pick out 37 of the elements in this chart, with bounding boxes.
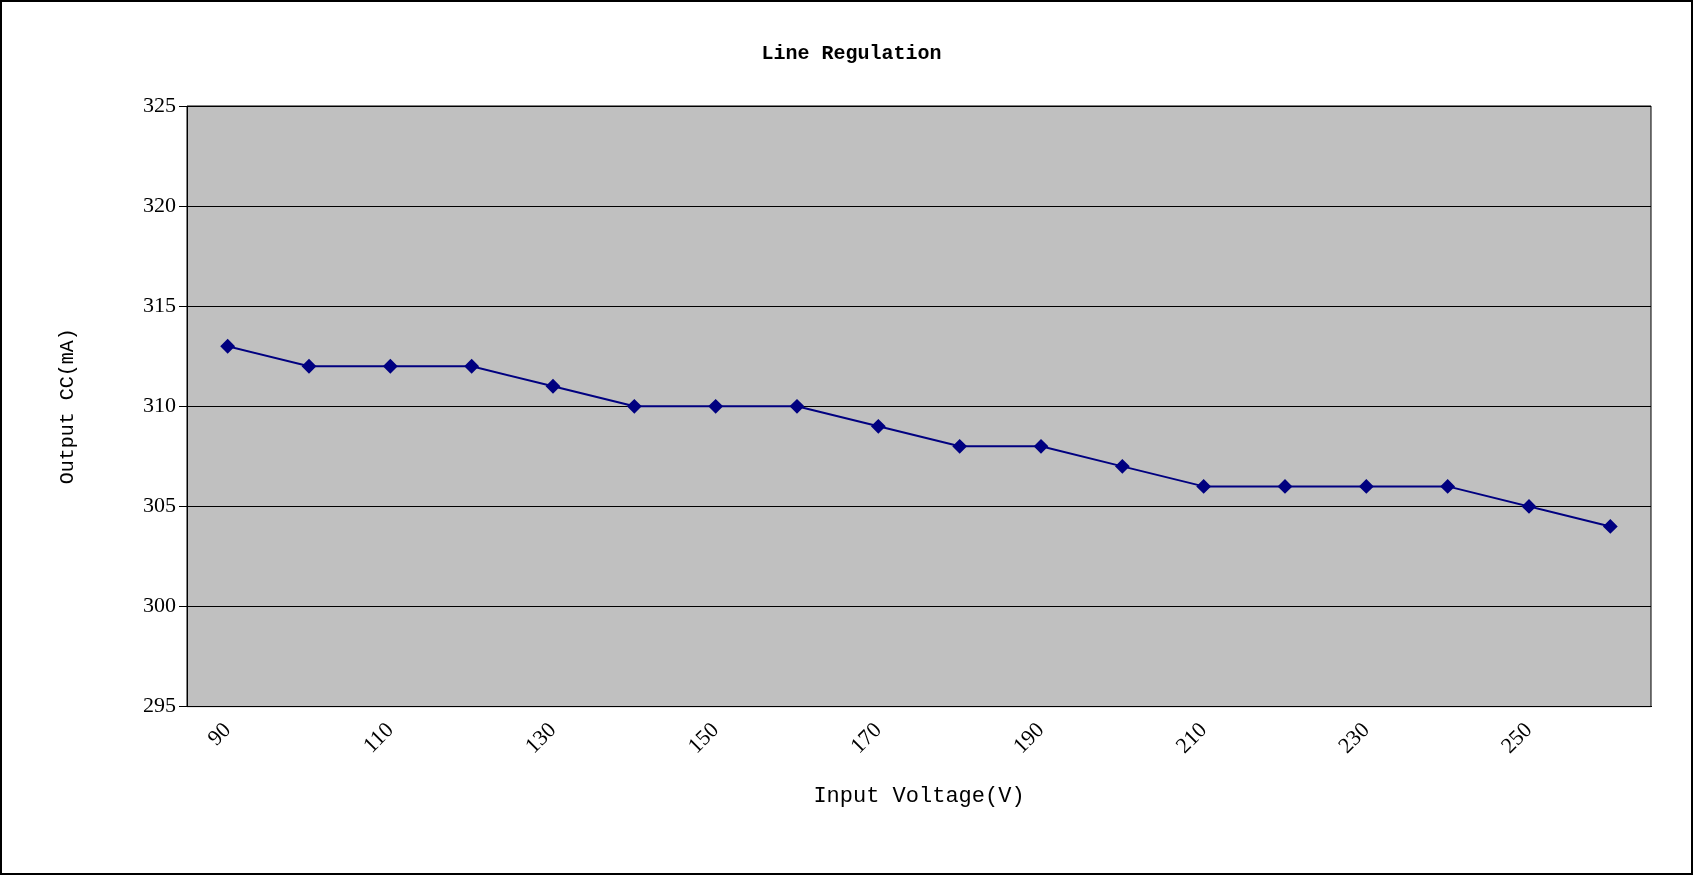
chart-title: Line Regulation (761, 42, 942, 66)
point (302, 359, 316, 374)
x-tick-label: 110 (357, 716, 398, 758)
point (546, 379, 560, 394)
point (952, 439, 967, 454)
y-tick-label: 325 (143, 91, 176, 117)
point (464, 359, 479, 374)
x-tick-label: 210 (1170, 716, 1212, 758)
point (1278, 479, 1292, 494)
y-tick-label: 310 (143, 392, 176, 418)
point (627, 399, 642, 414)
point (871, 419, 886, 434)
point (1359, 479, 1374, 494)
point (1115, 459, 1130, 474)
y-tick-label: 300 (143, 592, 176, 618)
point (1522, 499, 1536, 514)
point (220, 339, 235, 354)
y-tick-label: 315 (143, 291, 176, 317)
y-tick-label: 320 (143, 191, 176, 217)
x-tick-label: 90 (202, 716, 236, 751)
x-tick-label: 250 (1495, 716, 1537, 758)
point (383, 359, 398, 374)
point (1034, 439, 1048, 454)
x-axis-title: Input Voltage(V) (813, 783, 1025, 809)
x-tick-label: 130 (519, 716, 561, 758)
y-axis-title: Output CC(mA) (56, 328, 80, 485)
point (1603, 519, 1618, 534)
y-tick-label: 305 (143, 492, 176, 518)
point (790, 399, 804, 414)
x-tick-label: 190 (1007, 716, 1049, 758)
x-tick-label: 170 (844, 716, 886, 758)
x-tick-label: 230 (1332, 716, 1374, 758)
x-tick-label: 150 (682, 716, 724, 758)
point (708, 399, 723, 414)
y-tick-label: 295 (143, 692, 176, 718)
point (1196, 479, 1211, 494)
point (1440, 479, 1455, 494)
